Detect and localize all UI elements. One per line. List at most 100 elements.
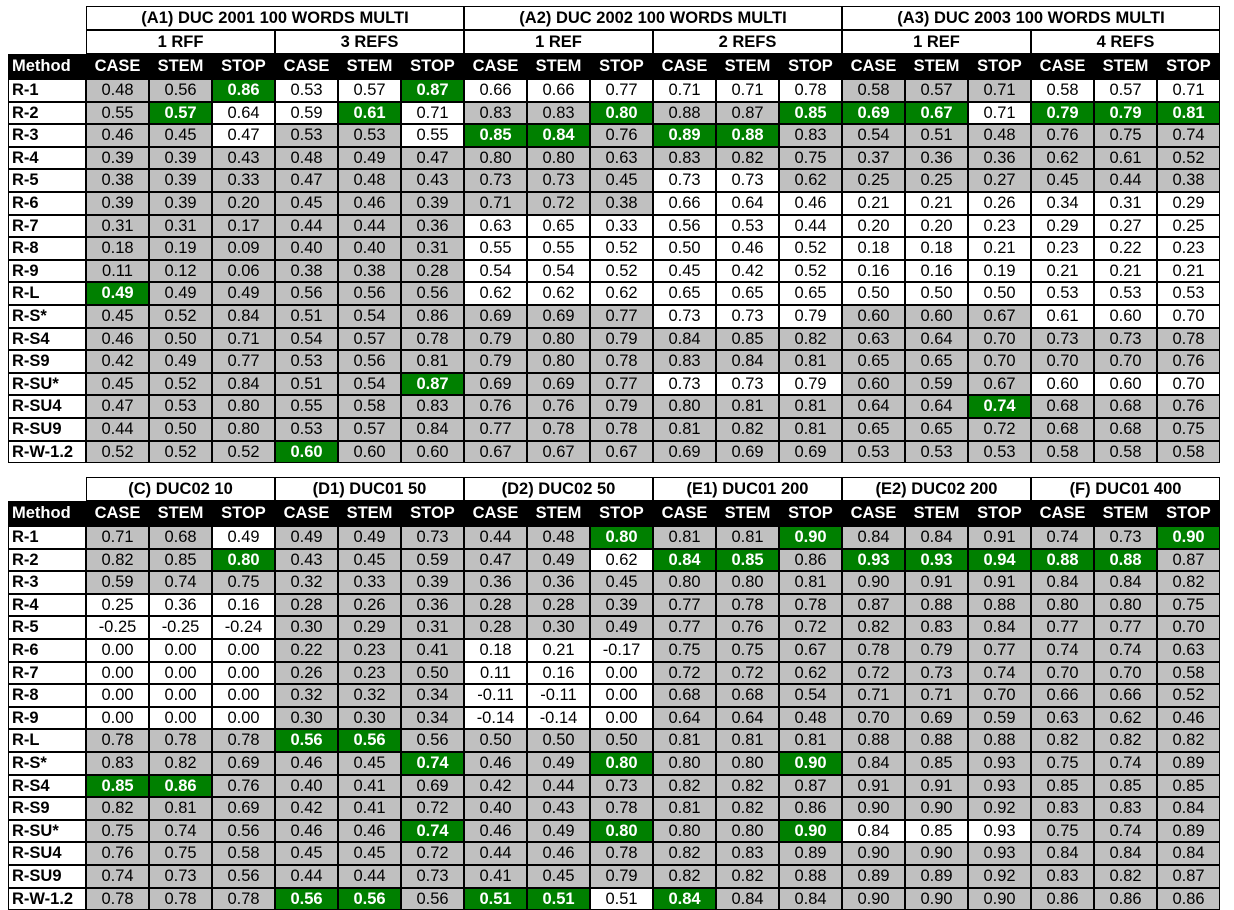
score-cell: 0.38 bbox=[338, 260, 401, 283]
score-cell: 0.50 bbox=[149, 418, 212, 441]
score-cell: 0.39 bbox=[401, 192, 464, 215]
score-cell: -0.14 bbox=[527, 707, 590, 730]
score-cell: 0.46 bbox=[275, 820, 338, 843]
score-cell: 0.00 bbox=[149, 639, 212, 662]
score-cell: 0.78 bbox=[590, 842, 653, 865]
score-cell: 0.49 bbox=[212, 526, 275, 549]
score-cell: 0.49 bbox=[212, 282, 275, 305]
score-cell: 0.80 bbox=[653, 752, 716, 775]
score-cell: 0.65 bbox=[527, 215, 590, 238]
score-cell: 0.29 bbox=[338, 616, 401, 639]
score-cell: 0.89 bbox=[1157, 752, 1220, 775]
score-cell: 0.81 bbox=[653, 526, 716, 549]
score-cell: 0.74 bbox=[968, 395, 1031, 418]
score-cell: 0.84 bbox=[842, 820, 905, 843]
score-cell: 0.23 bbox=[338, 662, 401, 685]
score-cell: 0.79 bbox=[590, 328, 653, 351]
score-cell: 0.84 bbox=[401, 418, 464, 441]
score-cell: 0.88 bbox=[716, 124, 779, 147]
score-cell: 0.88 bbox=[779, 865, 842, 888]
score-cell: 0.78 bbox=[590, 418, 653, 441]
score-cell: 0.34 bbox=[401, 707, 464, 730]
score-cell: 0.72 bbox=[527, 192, 590, 215]
score-cell: 0.76 bbox=[464, 395, 527, 418]
score-cell: 0.84 bbox=[1094, 842, 1157, 865]
score-cell: 0.82 bbox=[716, 775, 779, 798]
score-cell: 0.82 bbox=[842, 616, 905, 639]
score-cell: 0.76 bbox=[716, 616, 779, 639]
score-cell: 0.63 bbox=[842, 328, 905, 351]
score-cell: 0.75 bbox=[1094, 124, 1157, 147]
group-header: (A2) DUC 2002 100 WORDS MULTI bbox=[464, 6, 842, 30]
score-cell: 0.19 bbox=[968, 260, 1031, 283]
score-cell: 0.34 bbox=[401, 684, 464, 707]
score-cell: 0.32 bbox=[338, 684, 401, 707]
score-cell: 0.66 bbox=[653, 192, 716, 215]
score-cell: 0.92 bbox=[968, 865, 1031, 888]
score-cell: 0.38 bbox=[86, 169, 149, 192]
score-cell: 0.36 bbox=[149, 594, 212, 617]
score-cell: 0.57 bbox=[149, 102, 212, 125]
score-cell: 0.73 bbox=[590, 775, 653, 798]
score-cell: 0.38 bbox=[275, 260, 338, 283]
score-cell: 0.69 bbox=[464, 305, 527, 328]
column-header: STEM bbox=[149, 54, 212, 79]
score-cell: 0.77 bbox=[653, 616, 716, 639]
score-cell: 0.86 bbox=[1157, 888, 1220, 910]
score-cell: 0.90 bbox=[968, 888, 1031, 910]
score-cell: 0.82 bbox=[1094, 865, 1157, 888]
score-cell: 0.52 bbox=[149, 373, 212, 396]
score-cell: 0.55 bbox=[275, 395, 338, 418]
score-cell: 0.84 bbox=[779, 888, 842, 910]
score-cell: 0.41 bbox=[338, 775, 401, 798]
score-cell: 0.53 bbox=[275, 124, 338, 147]
score-cell: 0.25 bbox=[86, 594, 149, 617]
score-cell: 0.51 bbox=[590, 888, 653, 910]
score-cell: 0.81 bbox=[149, 797, 212, 820]
score-cell: 0.81 bbox=[716, 729, 779, 752]
score-cell: 0.82 bbox=[1157, 729, 1220, 752]
score-cell: 0.65 bbox=[779, 282, 842, 305]
score-cell: 0.31 bbox=[401, 237, 464, 260]
method-label: R-S* bbox=[8, 305, 86, 328]
score-cell: 0.57 bbox=[338, 328, 401, 351]
score-cell: 0.70 bbox=[968, 350, 1031, 373]
score-cell: 0.50 bbox=[401, 662, 464, 685]
score-cell: 0.47 bbox=[275, 169, 338, 192]
score-cell: 0.88 bbox=[905, 729, 968, 752]
score-cell: 0.86 bbox=[779, 549, 842, 572]
score-cell: 0.69 bbox=[842, 102, 905, 125]
score-cell: 0.86 bbox=[149, 775, 212, 798]
score-cell: 0.46 bbox=[464, 820, 527, 843]
score-cell: 0.81 bbox=[716, 526, 779, 549]
score-cell: 0.52 bbox=[86, 441, 149, 464]
score-cell: 0.51 bbox=[527, 888, 590, 910]
score-cell: 0.84 bbox=[1157, 842, 1220, 865]
score-cell: 0.71 bbox=[968, 102, 1031, 125]
score-cell: 0.50 bbox=[149, 328, 212, 351]
score-cell: 0.45 bbox=[86, 305, 149, 328]
score-cell: 0.88 bbox=[968, 729, 1031, 752]
score-cell: 0.90 bbox=[842, 888, 905, 910]
score-cell: 0.84 bbox=[212, 373, 275, 396]
column-header: STOP bbox=[1157, 54, 1220, 79]
column-header: STEM bbox=[905, 54, 968, 79]
score-cell: 0.09 bbox=[212, 237, 275, 260]
score-cell: 0.56 bbox=[338, 282, 401, 305]
score-cell: 0.53 bbox=[905, 441, 968, 464]
score-cell: 0.63 bbox=[590, 147, 653, 170]
method-label: R-SU4 bbox=[8, 842, 86, 865]
score-cell: 0.72 bbox=[653, 662, 716, 685]
score-cell: 0.80 bbox=[716, 571, 779, 594]
score-cell: 0.73 bbox=[653, 169, 716, 192]
score-cell: 0.32 bbox=[275, 571, 338, 594]
score-cell: 0.78 bbox=[401, 328, 464, 351]
score-cell: 0.30 bbox=[275, 707, 338, 730]
score-cell: 0.18 bbox=[842, 237, 905, 260]
score-cell: 0.83 bbox=[905, 616, 968, 639]
score-cell: 0.74 bbox=[401, 820, 464, 843]
score-cell: 0.68 bbox=[1094, 395, 1157, 418]
